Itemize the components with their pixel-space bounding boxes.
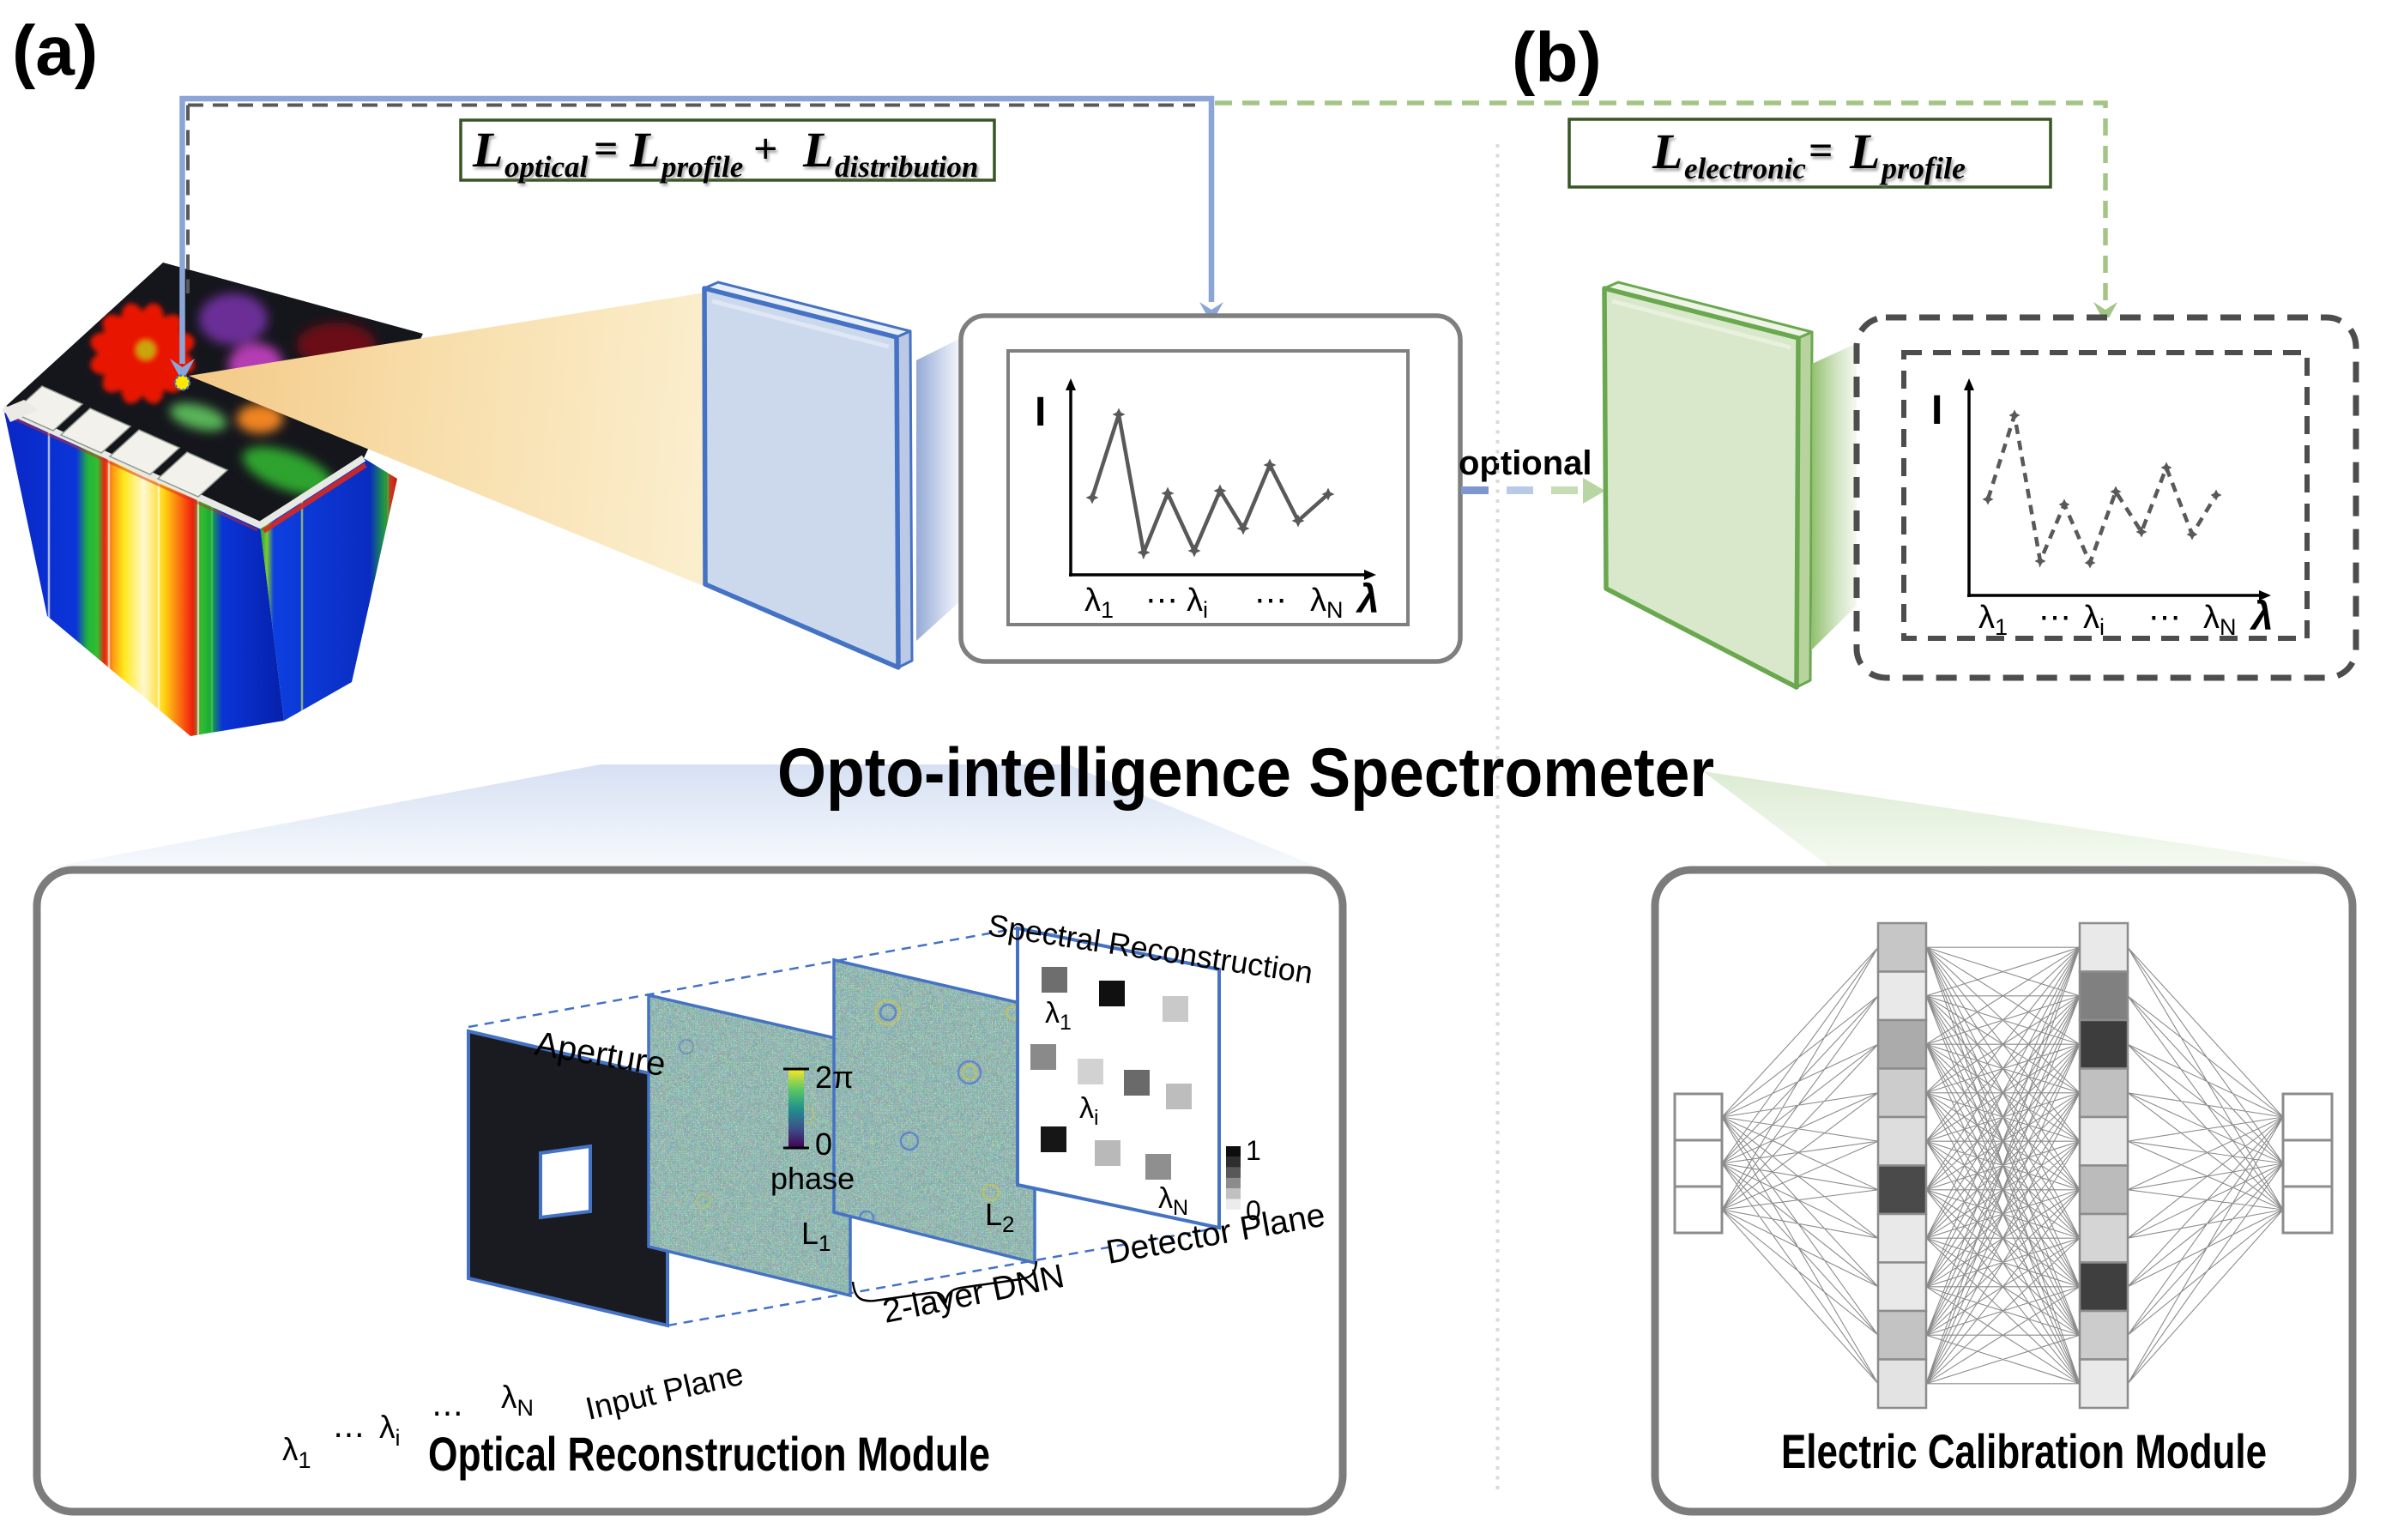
- svg-text:I: I: [1035, 390, 1046, 435]
- svg-text:λ: λ: [1355, 577, 1380, 621]
- svg-text:0: 0: [1246, 1195, 1261, 1226]
- svg-text:1: 1: [1246, 1135, 1261, 1166]
- svg-text:L2: L2: [985, 1197, 1015, 1237]
- svg-text:Electric Calibration Module: Electric Calibration Module: [1781, 1424, 2267, 1478]
- svg-text:λN: λN: [1158, 1182, 1188, 1220]
- svg-text:λi: λi: [1079, 1092, 1099, 1130]
- svg-text:optional: optional: [1459, 444, 1592, 482]
- svg-text:λ1⋯λi⋯λN: λ1 ⋯ λi ⋯ λN: [1084, 583, 1344, 623]
- svg-text:2π: 2π: [815, 1060, 854, 1095]
- svg-text:Optical Reconstruction Module: Optical Reconstruction Module: [428, 1427, 990, 1481]
- svg-text:λ1⋯λi⋯λN: λ1 ⋯ λi ⋯ λN: [1978, 600, 2237, 640]
- svg-text:Opto-intelligence Spectrometer: Opto-intelligence Spectrometer: [777, 734, 1714, 812]
- svg-text:Loptical = Lprofile + Ldistrib: Loptical = Lprofile + Ldistribution: [472, 118, 978, 188]
- svg-text:(b): (b): [1512, 19, 1602, 97]
- svg-text:λ1: λ1: [1045, 997, 1072, 1035]
- svg-text:0: 0: [815, 1126, 832, 1162]
- svg-text:phase: phase: [770, 1161, 855, 1196]
- svg-text:L1: L1: [801, 1216, 831, 1256]
- svg-text:⋯: ⋯: [333, 1416, 365, 1452]
- svg-text:Lelectronic = Lprofile: Lelectronic = Lprofile: [1652, 120, 1966, 190]
- svg-text:λ: λ: [2249, 594, 2274, 638]
- svg-text:⋯: ⋯: [432, 1395, 463, 1430]
- svg-text:(a): (a): [12, 12, 98, 90]
- svg-text:I: I: [1931, 388, 1942, 433]
